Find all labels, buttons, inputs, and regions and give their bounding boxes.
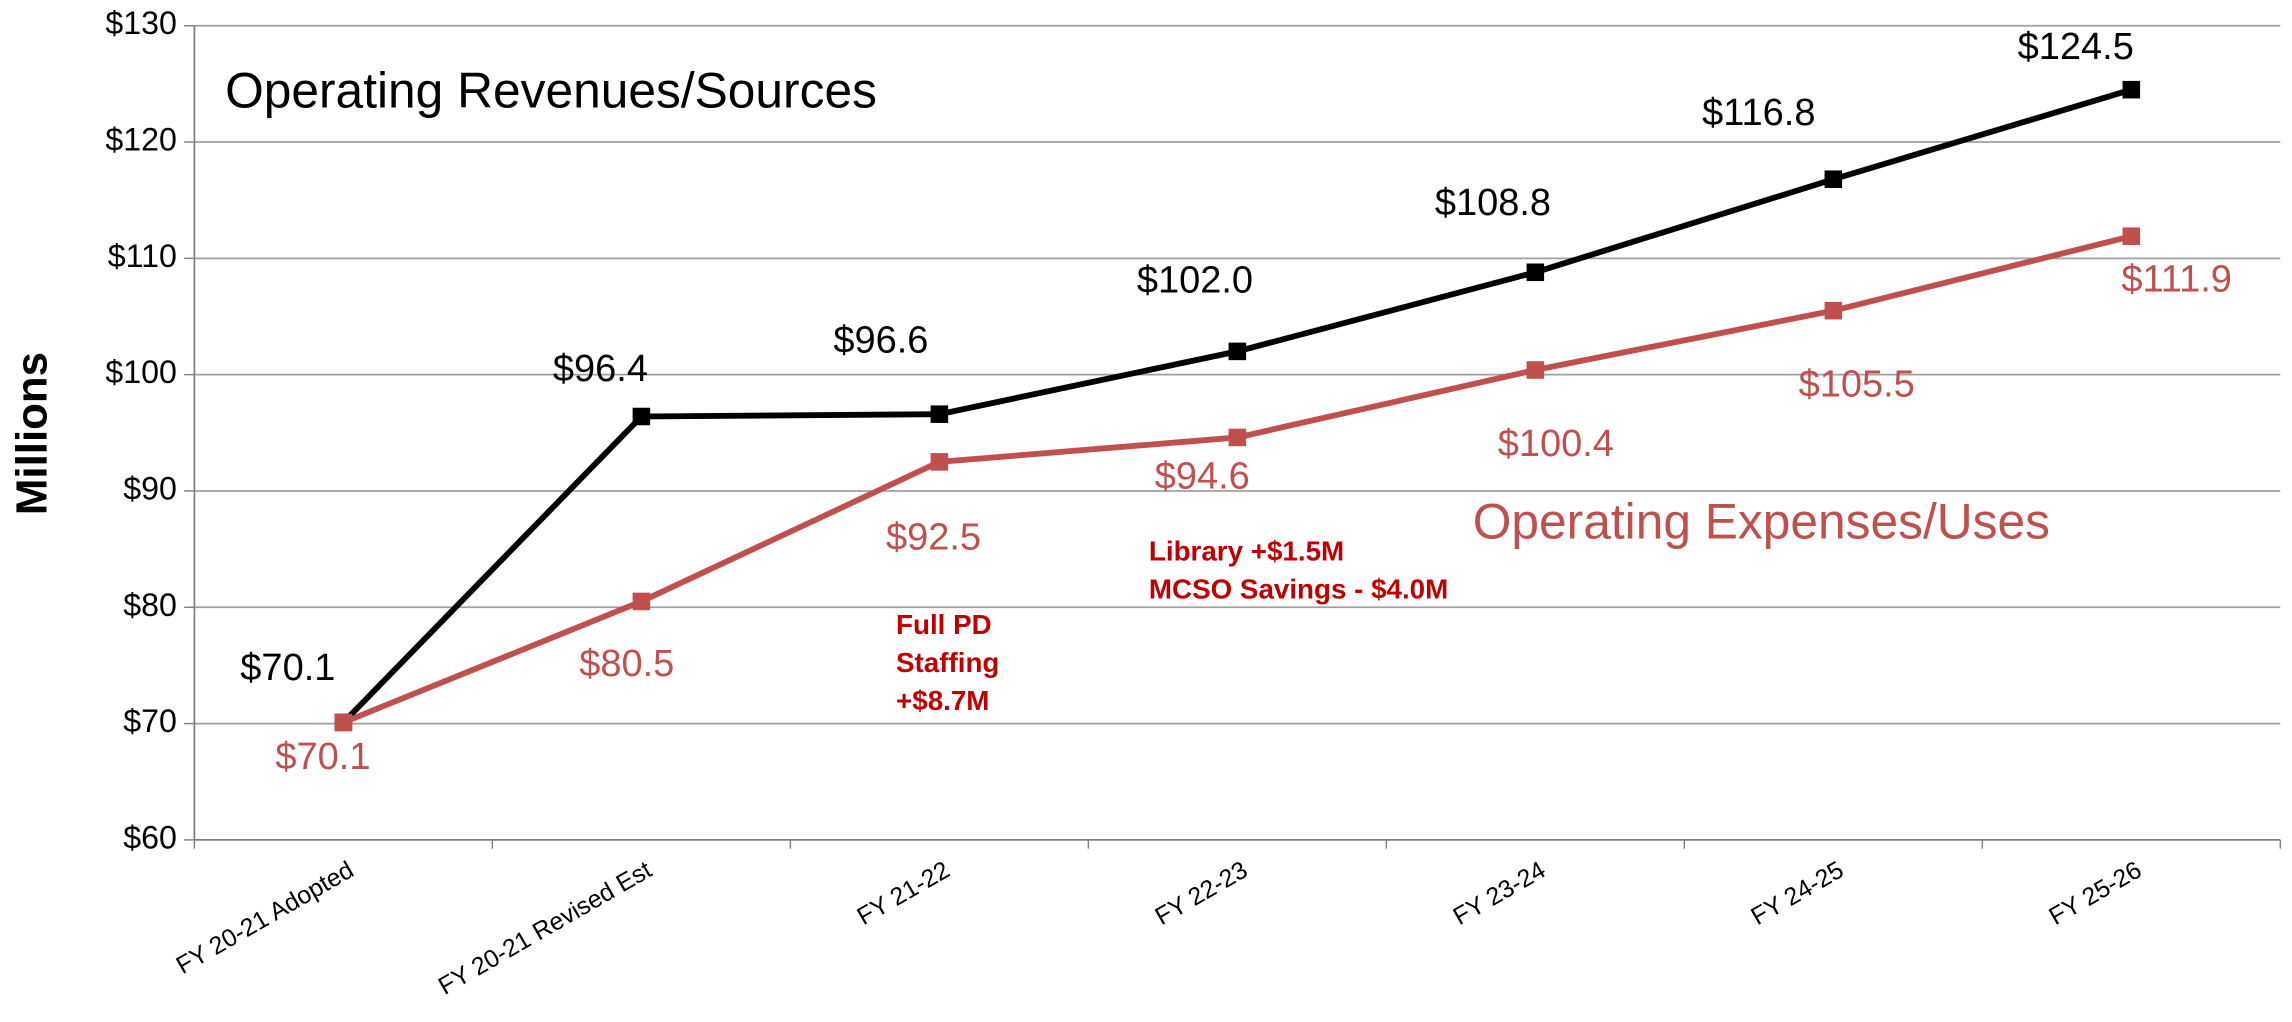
data-label: $70.1: [240, 647, 335, 689]
y-tick-label: $70: [123, 703, 177, 739]
data-label: $92.5: [886, 516, 981, 558]
data-label: $105.5: [1799, 364, 1915, 406]
marker: [2122, 227, 2141, 245]
legend-label: Operating Revenues/Sources: [225, 63, 877, 119]
marker: [1824, 301, 1843, 320]
annotation: Library +$1.5M: [1149, 536, 1344, 567]
data-label: $96.6: [833, 320, 928, 362]
data-label: $108.8: [1435, 182, 1551, 224]
annotation: MCSO Savings - $4.0M: [1149, 574, 1448, 605]
x-tick-label: FY 20-21 Adopted: [172, 857, 358, 980]
y-tick-label: $100: [105, 354, 177, 390]
annotation: Staffing: [896, 647, 999, 678]
y-tick-label: $110: [108, 238, 177, 274]
marker: [1526, 263, 1545, 282]
y-tick-label: $130: [105, 5, 177, 41]
marker: [930, 453, 949, 471]
x-tick-label: FY 25-26: [2045, 857, 2147, 931]
y-tick-label: $80: [123, 587, 177, 623]
marker: [1228, 428, 1247, 447]
legend-label: Operating Expenses/Uses: [1473, 494, 2050, 550]
y-tick-label: $60: [123, 819, 177, 855]
y-tick-label: $120: [105, 122, 177, 158]
x-tick-label: FY 24-25: [1747, 857, 1849, 931]
data-label: $96.4: [553, 348, 648, 390]
marker: [1824, 170, 1843, 189]
data-label: $116.8: [1702, 92, 1815, 134]
marker: [632, 407, 651, 426]
data-label: $124.5: [2018, 26, 2134, 68]
data-label: $100.4: [1498, 423, 1614, 465]
x-tick-label: FY 22-23: [1151, 857, 1253, 931]
data-label: $80.5: [579, 643, 674, 685]
y-tick-label: $90: [123, 470, 177, 506]
marker: [2122, 80, 2141, 99]
series-line: [341, 86, 2133, 725]
annotation: Full PD: [896, 609, 992, 640]
y-axis-label: Millions: [8, 352, 57, 515]
marker: [1526, 361, 1545, 379]
data-label: $94.6: [1155, 455, 1250, 497]
marker: [632, 592, 651, 611]
annotation: +$8.7M: [896, 685, 989, 716]
data-label: $111.9: [2121, 259, 2232, 301]
data-label: $70.1: [275, 736, 370, 778]
marker: [334, 713, 353, 732]
x-tick-label: FY 21-22: [853, 857, 955, 931]
marker: [930, 405, 949, 423]
x-tick-label: FY 20-21 Revised Est: [434, 857, 656, 1001]
data-label: $102.0: [1137, 260, 1253, 302]
marker: [1228, 342, 1247, 361]
x-tick-label: FY 23-24: [1449, 857, 1551, 931]
